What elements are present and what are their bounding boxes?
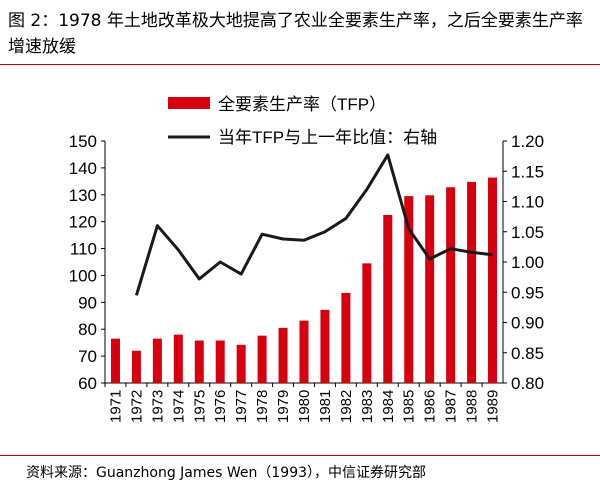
- left-tick-label: 100: [69, 266, 97, 285]
- tfp-bar: [236, 344, 246, 383]
- x-tick-label: 1979: [275, 390, 292, 423]
- left-tick-label: 140: [69, 159, 97, 178]
- right-tick-label: 1.15: [511, 162, 544, 181]
- left-tick-label: 110: [70, 240, 97, 259]
- x-tick-label: 1978: [254, 390, 271, 423]
- legend-bar-label: 全要素生产率（TFP）: [218, 95, 386, 114]
- tfp-bar: [467, 181, 477, 383]
- right-tick-label: 0.85: [511, 344, 544, 363]
- legend-line-label: 当年TFP与上一年比值：右轴: [218, 128, 437, 147]
- tfp-bar: [131, 350, 141, 383]
- x-tick-label: 1985: [401, 390, 418, 423]
- source-note: 资料来源：Guanzhong James Wen（1993），中信证券研究部: [26, 465, 427, 481]
- tfp-bar: [173, 334, 183, 383]
- x-tick-label: 1971: [107, 390, 124, 423]
- left-tick-label: 130: [69, 186, 97, 205]
- tfp-bar: [215, 340, 225, 383]
- left-tick-label: 80: [78, 320, 97, 339]
- figure-title: 图 2：1978 年土地改革极大地提高了农业全要素生产率，之后全要素生产率增速放…: [8, 11, 583, 57]
- tfp-bar: [278, 327, 288, 383]
- x-tick-label: 1982: [338, 390, 355, 423]
- x-tick-label: 1988: [464, 390, 481, 423]
- right-tick-label: 1.00: [511, 253, 544, 272]
- left-tick-label: 60: [78, 374, 97, 393]
- source-divider: [0, 455, 600, 456]
- x-tick-label: 1984: [380, 390, 397, 423]
- right-tick-label: 1.05: [511, 223, 544, 242]
- right-tick-label: 1.20: [511, 132, 544, 151]
- x-tick-label: 1987: [443, 390, 460, 423]
- tfp-bar: [446, 187, 456, 383]
- x-tick-label: 1975: [191, 390, 208, 423]
- tfp-bar: [299, 320, 309, 383]
- x-tick-label: 1989: [485, 390, 502, 423]
- x-tick-label: 1980: [296, 390, 313, 423]
- tfp-bar: [362, 263, 372, 383]
- tfp-bar: [152, 338, 162, 383]
- tfp-bar: [257, 335, 267, 383]
- right-tick-label: 0.80: [511, 374, 544, 393]
- x-tick-label: 1977: [233, 390, 250, 423]
- x-tick-label: 1986: [422, 390, 439, 423]
- x-tick-label: 1981: [317, 390, 334, 423]
- left-tick-label: 70: [78, 347, 97, 366]
- x-tick-label: 1972: [128, 390, 145, 423]
- left-tick-label: 120: [69, 213, 97, 232]
- tfp-bar: [341, 292, 351, 383]
- ratio-line: [134, 153, 493, 296]
- x-tick-label: 1973: [149, 390, 166, 423]
- tfp-bar: [194, 340, 204, 383]
- title-divider: [0, 64, 600, 65]
- legend-bar-swatch: [168, 97, 210, 109]
- x-tick-label: 1983: [359, 390, 376, 423]
- right-tick-label: 1.10: [511, 193, 544, 212]
- x-tick-label: 1976: [212, 390, 229, 423]
- tfp-bar: [425, 195, 435, 383]
- right-tick-label: 0.90: [511, 314, 544, 333]
- tfp-bar: [320, 309, 330, 383]
- left-tick-label: 150: [69, 132, 97, 151]
- tfp-bar: [488, 177, 498, 383]
- x-tick-label: 1974: [170, 390, 187, 423]
- right-tick-label: 0.95: [511, 283, 544, 302]
- left-tick-label: 90: [78, 293, 97, 312]
- tfp-bar: [404, 196, 414, 383]
- tfp-bar: [110, 338, 120, 383]
- tfp-bar: [383, 214, 393, 383]
